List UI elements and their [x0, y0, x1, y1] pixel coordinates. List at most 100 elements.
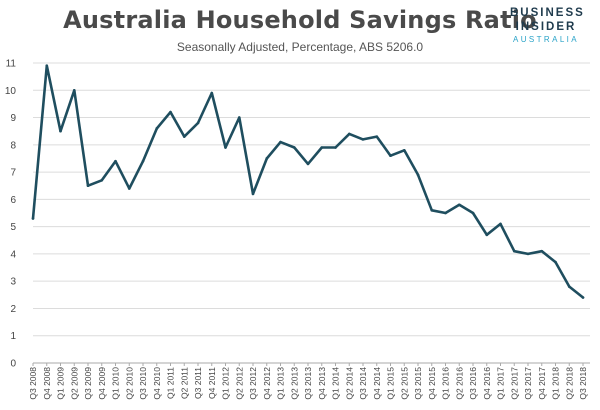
data-point [389, 154, 392, 158]
x-tick-label: Q4 2009 [97, 367, 107, 400]
data-point [169, 110, 172, 114]
data-point [581, 296, 585, 299]
data-point [224, 146, 227, 149]
x-tick-label: Q1 2017 [496, 367, 506, 400]
y-tick-label: 5 [10, 222, 16, 233]
data-point [320, 146, 324, 149]
x-tick-label: Q4 2017 [537, 367, 547, 400]
data-point [59, 129, 62, 133]
data-point [306, 162, 310, 166]
x-tick-label: Q2 2011 [179, 367, 189, 399]
data-point [127, 187, 131, 190]
y-tick-label: 2 [10, 304, 16, 315]
x-tick-label: Q4 2014 [372, 367, 382, 400]
x-tick-label: Q1 2016 [441, 367, 451, 400]
x-tick-label: Q1 2013 [276, 367, 286, 400]
data-point [279, 140, 282, 144]
series-line [31, 64, 585, 299]
business-insider-logo: BUSINESS INSIDER AUSTRALIA [510, 7, 585, 44]
x-axis-tick-labels: Q3 2008 Q4 2008 Q1 2009 Q2 2009 Q3 2009 Q4 20… [28, 367, 588, 400]
x-tick-label: Q3 2017 [523, 367, 533, 400]
data-point [237, 116, 241, 119]
y-axis-tick-labels: 0 1 2 3 4 5 6 7 8 9 10 11 [5, 59, 17, 370]
x-tick-label: Q3 2008 [28, 367, 38, 400]
data-point [375, 135, 379, 138]
data-point [540, 249, 544, 253]
data-point [485, 233, 489, 237]
x-tick-label: Q1 2009 [56, 367, 66, 400]
data-point [100, 178, 104, 182]
y-tick-label: 11 [6, 59, 17, 70]
x-tick-label: Q4 2010 [152, 367, 162, 400]
x-tick-label: Q1 2011 [166, 367, 176, 399]
x-tick-label: Q3 2016 [468, 367, 478, 400]
x-tick-label: Q3 2010 [138, 367, 148, 400]
x-tick-label: Q1 2014 [331, 367, 341, 400]
x-tick-label: Q2 2012 [234, 367, 244, 400]
y-tick-label: 8 [10, 140, 16, 151]
x-tick-label: Q3 2014 [358, 367, 368, 400]
data-point [31, 217, 35, 220]
y-tick-label: 3 [10, 277, 16, 288]
data-point [347, 132, 351, 136]
x-tick-label: Q2 2009 [69, 367, 79, 400]
x-tick-label: Q4 2015 [427, 367, 437, 400]
data-point [402, 148, 406, 152]
x-tick-label: Q2 2017 [509, 367, 519, 400]
x-tick-label: Q2 2013 [289, 367, 299, 400]
chart-title: Australia Household Savings Ratio [63, 6, 537, 34]
data-point [526, 252, 530, 256]
y-tick-label: 1 [10, 331, 16, 342]
y-tick-label: 4 [10, 249, 16, 260]
x-tick-label: Q4 2011 [207, 367, 217, 399]
x-tick-label: Q4 2013 [317, 367, 327, 400]
x-tick-label: Q2 2016 [454, 367, 464, 400]
x-tick-label: Q4 2012 [262, 367, 272, 400]
data-point [182, 135, 186, 138]
grid-lines [32, 62, 590, 366]
x-tick-label: Q4 2008 [42, 367, 52, 400]
y-tick-label: 10 [5, 86, 17, 97]
logo-line-1: BUSINESS [510, 7, 585, 19]
y-tick-label: 9 [10, 113, 16, 124]
x-tick-label: Q3 2015 [413, 367, 423, 400]
y-tick-label: 7 [10, 168, 16, 179]
x-tick-label: Q1 2018 [551, 367, 561, 400]
data-point [251, 192, 255, 196]
data-point [292, 146, 296, 149]
x-tick-label: Q3 2018 [578, 367, 588, 400]
x-tick-label: Q3 2012 [248, 367, 258, 400]
y-tick-label: 6 [10, 195, 16, 206]
data-point [155, 127, 159, 130]
data-point [512, 249, 516, 253]
data-point [444, 211, 447, 215]
data-point [265, 157, 269, 160]
data-point [45, 64, 49, 68]
data-point [457, 203, 461, 207]
x-tick-label: Q3 2013 [303, 367, 313, 400]
data-point [567, 285, 571, 288]
data-point [334, 146, 337, 149]
x-tick-label: Q1 2010 [111, 367, 121, 400]
data-point [554, 260, 557, 264]
logo-line-2: INSIDER [515, 20, 577, 33]
logo-line-3: AUSTRALIA [512, 35, 580, 44]
data-point [430, 208, 434, 212]
x-tick-label: Q2 2014 [344, 367, 354, 400]
x-tick-label: Q3 2009 [83, 367, 93, 400]
x-tick-label: Q2 2010 [124, 367, 134, 400]
data-point [471, 211, 475, 215]
x-tick-label: Q1 2015 [386, 367, 396, 400]
data-point [196, 121, 200, 125]
data-point [86, 184, 90, 188]
chart-subtitle: Seasonally Adjusted, Percentage, ABS 520… [176, 40, 424, 54]
x-tick-label: Q1 2012 [221, 367, 231, 400]
series-savings-ratio [31, 64, 585, 299]
data-point [361, 138, 365, 141]
data-point [141, 159, 145, 163]
data-point [72, 88, 76, 92]
x-tick-label: Q4 2016 [482, 367, 492, 400]
data-point [114, 159, 117, 163]
y-tick-label: 0 [10, 359, 16, 370]
